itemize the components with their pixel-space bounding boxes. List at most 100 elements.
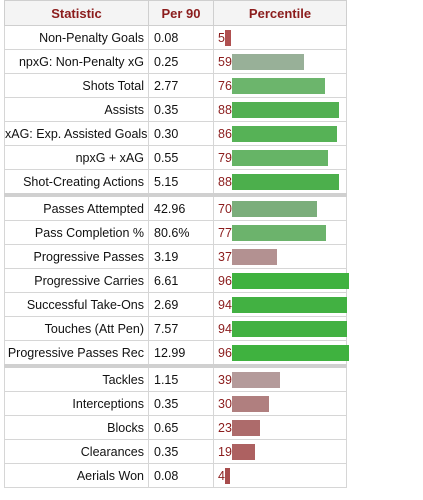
per90-value: 0.35 (148, 391, 214, 416)
stat-name[interactable]: Shots Total (4, 73, 149, 98)
percentile-bar-track (231, 395, 354, 412)
percentile-cell: 76 (213, 73, 347, 98)
percentile-bar (231, 395, 269, 412)
stat-name[interactable]: Clearances (4, 439, 149, 464)
table-row: Assists 0.35 88 (4, 97, 347, 122)
percentile-value: 39 (218, 372, 232, 387)
stat-name[interactable]: Successful Take-Ons (4, 292, 149, 317)
percentile-bar (231, 419, 260, 436)
percentile-cell: 96 (213, 268, 349, 293)
table-row: Interceptions 0.35 30 (4, 391, 347, 416)
percentile-wrap: 37 (218, 245, 346, 268)
percentile-value: 94 (218, 321, 232, 336)
stat-name[interactable]: npxG: Non-Penalty xG (4, 49, 149, 74)
per90-value: 0.25 (148, 49, 214, 74)
header-per90[interactable]: Per 90 (148, 0, 214, 26)
percentile-bar-track (224, 467, 347, 484)
percentile-cell: 77 (213, 220, 347, 245)
stat-name[interactable]: Progressive Passes Rec (4, 340, 149, 367)
percentile-value: 4 (218, 468, 225, 483)
percentile-value: 88 (218, 102, 232, 117)
per90-value: 0.55 (148, 145, 214, 170)
percentile-cell: 94 (213, 292, 347, 317)
table-header: Statistic Per 90 Percentile (4, 0, 347, 26)
percentile-value: 76 (218, 78, 232, 93)
percentile-wrap: 94 (218, 293, 347, 316)
stat-name[interactable]: Aerials Won (4, 463, 149, 488)
per90-value: 12.99 (148, 340, 214, 367)
per90-value: 0.08 (148, 25, 214, 50)
percentile-wrap: 76 (218, 74, 346, 97)
scouting-report-table: Statistic Per 90 Percentile Non-Penalty … (4, 0, 349, 488)
percentile-cell: 37 (213, 244, 347, 269)
percentile-wrap: 96 (218, 269, 349, 292)
percentile-bar-track (231, 419, 354, 436)
table-row: Passes Attempted 42.96 70 (4, 193, 347, 221)
percentile-bar (231, 53, 304, 70)
stat-name[interactable]: Shot-Creating Actions (4, 169, 149, 196)
percentile-value: 79 (218, 150, 232, 165)
percentile-bar-track (231, 344, 354, 361)
header-percentile[interactable]: Percentile (213, 0, 347, 26)
percentile-wrap: 70 (218, 197, 346, 220)
percentile-value: 77 (218, 225, 232, 240)
percentile-bar (231, 173, 339, 190)
percentile-bar (231, 77, 325, 94)
percentile-wrap: 23 (218, 416, 346, 439)
stat-name[interactable]: Interceptions (4, 391, 149, 416)
stat-name[interactable]: Tackles (4, 364, 149, 392)
percentile-bar (231, 344, 349, 361)
percentile-wrap: 88 (218, 98, 346, 121)
percentile-cell: 23 (213, 415, 347, 440)
percentile-bar (224, 467, 230, 484)
stat-name[interactable]: Pass Completion % (4, 220, 149, 245)
percentile-bar-track (231, 200, 354, 217)
percentile-wrap: 5 (218, 26, 346, 49)
percentile-wrap: 4 (218, 464, 346, 487)
percentile-bar (231, 371, 280, 388)
percentile-value: 86 (218, 126, 232, 141)
stat-name[interactable]: Progressive Passes (4, 244, 149, 269)
percentile-value: 88 (218, 174, 232, 189)
stat-name[interactable]: Assists (4, 97, 149, 122)
percentile-wrap: 88 (218, 170, 346, 193)
percentile-cell: 30 (213, 391, 347, 416)
stat-name[interactable]: Touches (Att Pen) (4, 316, 149, 341)
percentile-bar (231, 248, 277, 265)
percentile-cell: 88 (213, 169, 347, 196)
table-row: xAG: Exp. Assisted Goals 0.30 86 (4, 121, 347, 146)
percentile-bar (231, 125, 337, 142)
percentile-cell: 86 (213, 121, 347, 146)
table-row: Shot-Creating Actions 5.15 88 (4, 169, 347, 196)
stat-name[interactable]: Blocks (4, 415, 149, 440)
table-row: Non-Penalty Goals 0.08 5 (4, 25, 347, 50)
percentile-wrap: 96 (218, 341, 349, 364)
percentile-value: 94 (218, 297, 232, 312)
stat-name[interactable]: Progressive Carries (4, 268, 149, 293)
percentile-bar (231, 224, 326, 241)
percentile-wrap: 79 (218, 146, 346, 169)
stat-name[interactable]: Non-Penalty Goals (4, 25, 149, 50)
per90-value: 5.15 (148, 169, 214, 196)
percentile-bar-track (231, 125, 354, 142)
header-statistic[interactable]: Statistic (4, 0, 149, 26)
percentile-cell: 5 (213, 25, 347, 50)
stat-name[interactable]: Passes Attempted (4, 193, 149, 221)
stat-name[interactable]: npxG + xAG (4, 145, 149, 170)
percentile-cell: 88 (213, 97, 347, 122)
table-row: Progressive Carries 6.61 96 (4, 268, 349, 293)
percentile-bar (231, 320, 347, 337)
table-row: Tackles 1.15 39 (4, 364, 347, 392)
table-row: Blocks 0.65 23 (4, 415, 347, 440)
percentile-bar (231, 443, 255, 460)
table-row: Progressive Passes 3.19 37 (4, 244, 347, 269)
per90-value: 1.15 (148, 364, 214, 392)
percentile-cell: 96 (213, 340, 349, 367)
percentile-bar-track (231, 224, 354, 241)
percentile-bar-track (231, 173, 354, 190)
per90-value: 7.57 (148, 316, 214, 341)
percentile-bar (224, 29, 231, 46)
stat-name[interactable]: xAG: Exp. Assisted Goals (4, 121, 149, 146)
percentile-table-container: Statistic Per 90 Percentile Non-Penalty … (4, 0, 349, 488)
per90-value: 0.30 (148, 121, 214, 146)
